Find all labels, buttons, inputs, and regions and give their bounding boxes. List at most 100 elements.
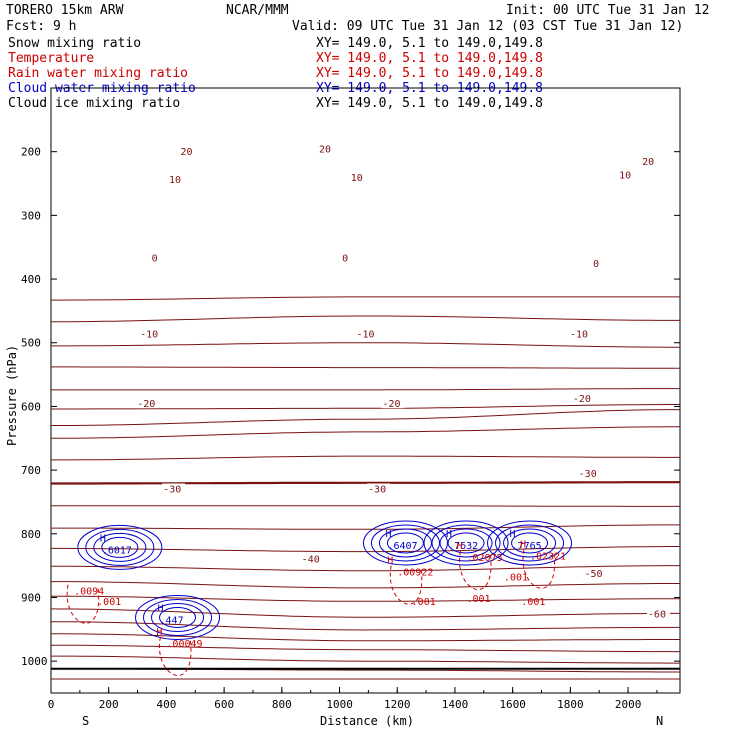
x-tick-label: 1000: [326, 698, 353, 711]
init-time: Init: 00 UTC Tue 31 Jan 12: [506, 3, 710, 18]
x-axis-left-end: S: [82, 714, 89, 728]
y-tick-label: 500: [21, 337, 41, 350]
y-tick-label: 300: [21, 209, 41, 222]
temperature-contour-label: -60: [648, 609, 666, 620]
rain-contour-label: .001: [504, 572, 528, 583]
rain-max-value: .00049: [166, 639, 202, 650]
cloud-contour-ring: [159, 606, 197, 628]
cloud-contour-ring: [143, 598, 213, 636]
legend-snow-label: Snow mixing ratio: [8, 36, 141, 51]
temperature-contour-label: -50: [584, 569, 602, 580]
cloud-contour-ring: [503, 528, 557, 558]
cloud-max-value: .6407: [387, 541, 417, 552]
temperature-contour--10: [51, 524, 680, 530]
x-tick-label: 800: [272, 698, 292, 711]
contour-label-bg: [150, 252, 160, 263]
cloud-contour-ring: [511, 532, 549, 554]
rain-max-symbol: H: [520, 540, 526, 551]
y-tick-label: 600: [21, 400, 41, 413]
temperature-contour-10: [50, 426, 680, 439]
cloud-contour-ring: [101, 536, 139, 558]
temperature-contour-label: -30: [368, 484, 386, 495]
temperature-contour--25: [51, 581, 680, 589]
contour-label-bg: [349, 172, 366, 183]
contour-label-bg: [317, 143, 334, 154]
rain-contour: [66, 584, 100, 624]
contour-label-bg: [136, 398, 160, 409]
contour-label-bg: [162, 483, 186, 494]
temperature-contour-25: [51, 388, 680, 391]
legend-cloud-ice-xy: XY= 149.0, 5.1 to 149.0,149.8: [316, 96, 543, 111]
cloud-max-symbol: H: [158, 603, 164, 614]
cloud-contour-ring: [378, 528, 432, 558]
contour-label-bg: [381, 398, 405, 409]
x-tick-label: 1800: [557, 698, 584, 711]
temperature-contour--40: [51, 621, 680, 631]
cloud-contour-ring: [370, 524, 440, 562]
temperature-contour-label: 20: [319, 144, 331, 155]
rain-max-value: .02321: [530, 552, 566, 563]
temperature-contour-label: -20: [137, 399, 155, 410]
contour-label-bg: [139, 328, 163, 339]
temperature-contour-label: 20: [180, 147, 192, 158]
cloud-contour-ring: [495, 524, 565, 562]
contour-label-bg: [577, 468, 601, 479]
contour-label-bg: [300, 553, 324, 564]
rain-contour-label: .001: [97, 597, 121, 608]
temperature-contour--50: [51, 644, 680, 653]
cloud-contour-ring: [77, 524, 163, 570]
cloud-contour-ring: [85, 528, 155, 566]
rain-contour: [389, 565, 423, 605]
temperature-contour--20: [51, 565, 680, 572]
temperature-contour-15: [51, 409, 680, 426]
x-tick-label: 2000: [615, 698, 642, 711]
legend-temperature-label: Temperature: [8, 51, 94, 66]
contour-label-bg: [646, 608, 670, 619]
contour-label-bg: [355, 328, 379, 339]
temperature-contours: [50, 296, 681, 680]
temperature-contour-label: 10: [619, 171, 631, 182]
temperature-contour-5: [51, 455, 680, 461]
temperature-contour-45: [51, 296, 680, 301]
x-tick-label: 1600: [499, 698, 526, 711]
y-axis-title: Pressure (hPa): [5, 345, 19, 446]
cloud-contour-ring: [423, 520, 509, 566]
rain-max-symbol: H: [156, 627, 162, 638]
rain-contours: H.02075H.02321H.00922H.00049.0094.001.00…: [66, 540, 566, 676]
temperature-contour-0: [51, 481, 680, 485]
temperature-contour-label: 0: [152, 253, 158, 264]
x-axis-title: Distance (km): [320, 714, 414, 728]
x-tick-label: 200: [99, 698, 119, 711]
x-tick-label: 600: [214, 698, 234, 711]
contour-label-bg: [341, 252, 351, 263]
contour-label-bg: [592, 258, 602, 269]
cloud-max-symbol: H: [385, 529, 391, 540]
temperature-contour-20: [51, 404, 680, 410]
rain-contour: [158, 636, 192, 676]
temperature-contour-label: -30: [579, 469, 597, 480]
temperature-contour-label: -20: [573, 394, 591, 405]
rain-max-symbol: H: [387, 556, 393, 567]
contour-label-bg: [179, 145, 196, 156]
temperature-contour-35: [51, 342, 680, 348]
cloud-contour-ring: [439, 528, 493, 558]
x-tick-label: 400: [157, 698, 177, 711]
x-tick-label: 0: [48, 698, 55, 711]
contour-label-bg: [367, 483, 391, 494]
cloud-max-value: .447: [160, 615, 184, 626]
contour-label-bg: [618, 169, 635, 180]
y-tick-label: 900: [21, 591, 41, 604]
temperature-contour-label: -20: [382, 399, 400, 410]
temperature-contour--45: [51, 633, 680, 642]
rain-contour-label: .001: [466, 594, 490, 605]
legend-rain-xy: XY= 149.0, 5.1 to 149.0,149.8: [316, 66, 543, 81]
contour-label-bg: [583, 568, 607, 579]
contour-label-bg: [167, 173, 184, 184]
rain-contour: [459, 550, 492, 590]
rain-contour-label: .001: [521, 597, 545, 608]
temperature-contour--15: [51, 546, 680, 553]
temperature-contour--30: [51, 595, 681, 602]
temperature-contour--55: [51, 655, 680, 664]
